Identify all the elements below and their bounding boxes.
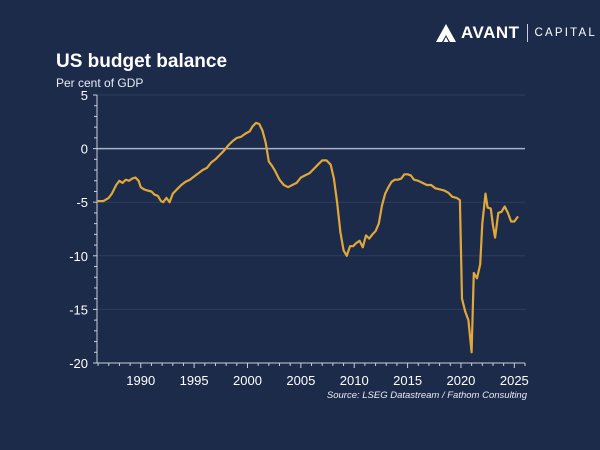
- x-tick-label: 2005: [286, 373, 315, 388]
- y-tick-label: -5: [76, 195, 88, 210]
- x-tick-label: 2020: [446, 373, 475, 388]
- brand-sub: CAPITAL: [534, 27, 598, 39]
- brand-logo: AVANT CAPITAL: [436, 22, 597, 44]
- axes: [93, 94, 526, 368]
- series: [96, 121, 519, 354]
- avant-mountain-icon: [436, 24, 456, 42]
- chart-subtitle: Per cent of GDP: [56, 76, 144, 90]
- x-tick-label: 1990: [126, 373, 155, 388]
- series-line-budget-balance: [96, 121, 519, 354]
- brand-divider: [526, 24, 528, 42]
- x-tick-label: 2000: [233, 373, 262, 388]
- y-tick-label: -20: [69, 356, 88, 371]
- y-tick-label: 5: [81, 88, 88, 103]
- chart-title: US budget balance: [56, 51, 228, 72]
- y-tick-label: 0: [81, 142, 88, 157]
- y-tick-label: -15: [69, 302, 88, 317]
- tick-labels: 5 0 -5 -10 -15 -20 1990 1995 2000 2005 2010 2015 202…: [69, 88, 529, 388]
- brand-name: AVANT: [461, 23, 520, 42]
- y-tick-label: -10: [69, 249, 88, 264]
- x-tick-label: 2025: [500, 373, 529, 388]
- x-tick-label: 1995: [180, 373, 209, 388]
- x-tick-label: 2015: [393, 373, 422, 388]
- source-note: Source: LSEG Datastream / Fathom Consult…: [326, 390, 527, 401]
- x-tick-label: 2010: [340, 373, 369, 388]
